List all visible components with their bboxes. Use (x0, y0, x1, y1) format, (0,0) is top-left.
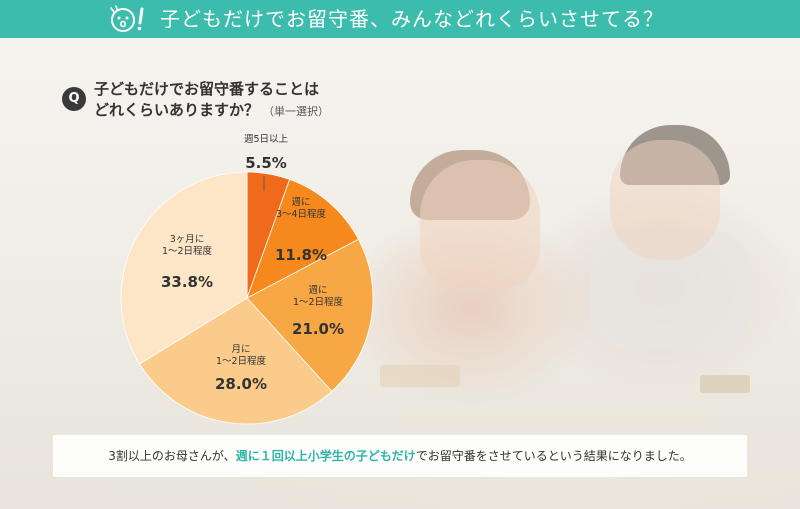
slice-label: 1〜2日程度 (216, 355, 267, 367)
pie-slice (246, 238, 374, 392)
photo-toy-blocks (380, 365, 460, 387)
question-text: 子どもだけでお留守番することは どれくらいありますか？ （単一選択） (94, 79, 329, 122)
header-banner: 子どもだけでお留守番、みんなどれくらいさせてる？ (0, 0, 800, 38)
photo-toy-blocks (700, 375, 750, 393)
slice-label: 月に (231, 344, 250, 355)
slice-value: 11.8% (275, 246, 327, 264)
question-note: （単一選択） (263, 105, 330, 118)
question-badge: Q (62, 87, 86, 111)
question-line-2: どれくらいありますか？ (94, 101, 260, 119)
slice-label: 1〜2日程度 (162, 245, 213, 257)
question-line-1: 子どもだけでお留守番することは (94, 80, 320, 98)
slice-label: 週に (291, 196, 310, 208)
photo-boy-face (610, 140, 720, 260)
slice-label: 3〜4日程度 (276, 208, 327, 220)
slice-value: 21.0% (292, 320, 344, 338)
summary-before: 3割以上のお母さんが、 (108, 449, 236, 463)
slice-value: 5.5% (245, 154, 287, 172)
summary-after: でお留守番をさせているという結果になりました。 (415, 449, 692, 463)
slice-value: 28.0% (215, 375, 267, 393)
slice-label: 3ヶ月に (170, 234, 205, 245)
pie-slice (139, 297, 333, 425)
slice-value: 33.8% (161, 273, 213, 291)
slice-label: 週5日以上 (244, 133, 289, 145)
photo-girl-face (420, 160, 540, 290)
page-title: 子どもだけでお留守番、みんなどれくらいさせてる？ (160, 7, 664, 31)
slice-label: 週に (308, 284, 327, 296)
summary-highlight: 週に１回以上小学生の子どもだけ (235, 449, 416, 463)
result-summary: 3割以上のお母さんが、週に１回以上小学生の子どもだけでお留守番をさせているという… (53, 435, 747, 477)
pie-slice (246, 178, 360, 299)
surprised-face-icon (110, 5, 144, 32)
pie-slice (120, 171, 248, 365)
slice-label: 1〜2日程度 (293, 296, 344, 308)
